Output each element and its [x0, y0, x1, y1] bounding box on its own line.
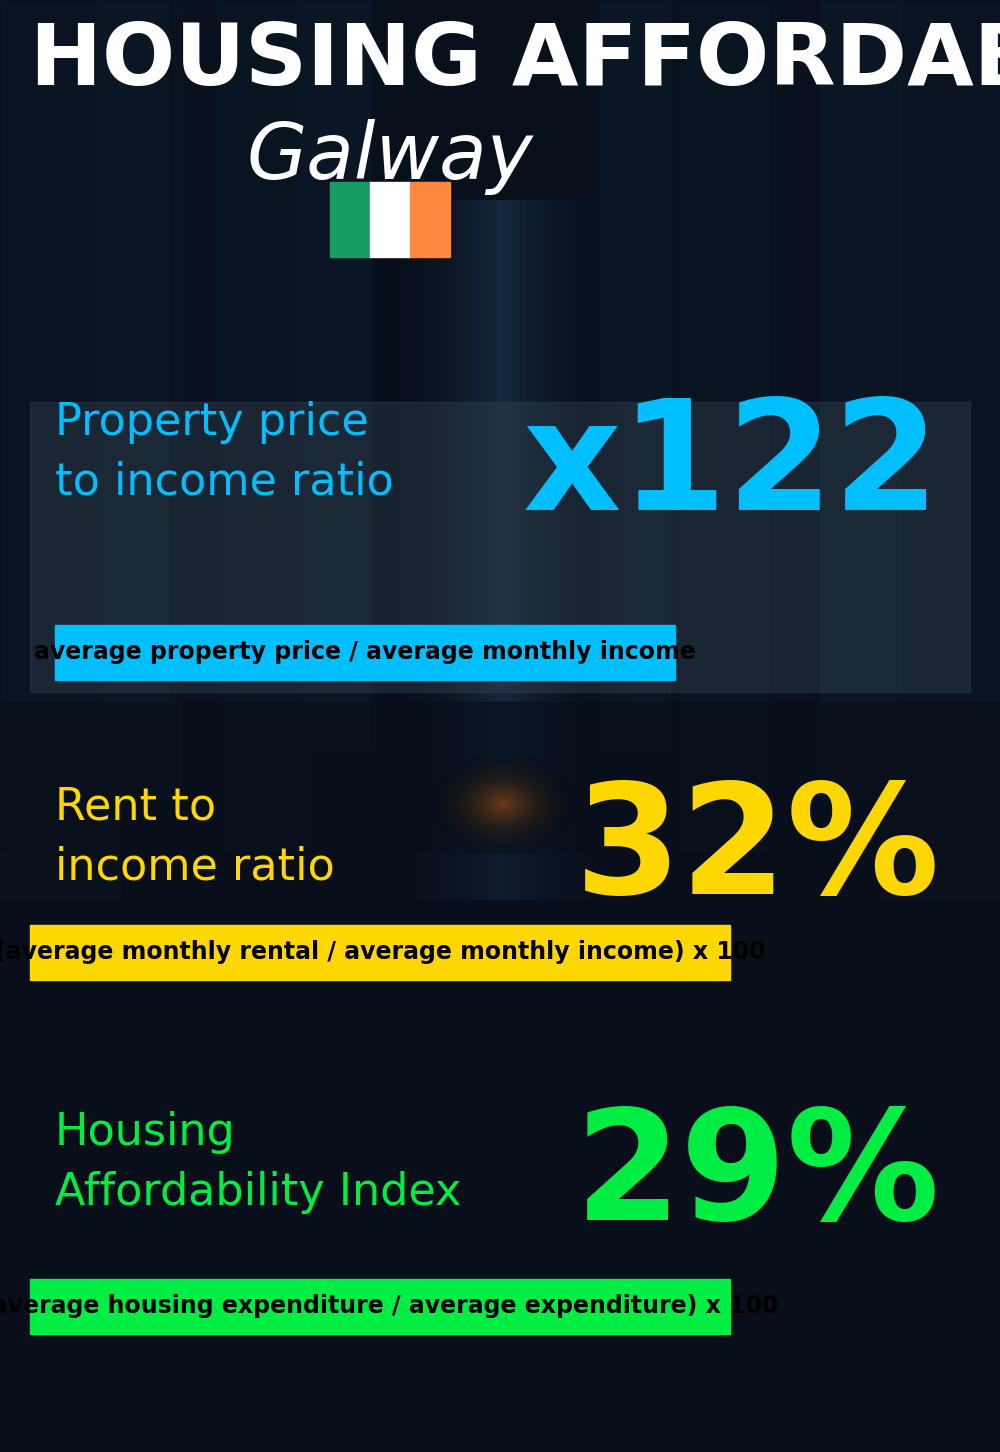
Bar	[300, 0, 370, 751]
Bar	[820, 0, 900, 800]
Text: x122: x122	[523, 392, 940, 542]
Text: average property price / average monthly income: average property price / average monthly…	[34, 640, 696, 664]
Bar	[55, 624, 675, 680]
Text: Galway: Galway	[247, 119, 533, 195]
Text: Rent to
income ratio: Rent to income ratio	[55, 786, 335, 889]
Text: (average monthly rental / average monthly income) x 100: (average monthly rental / average monthl…	[0, 939, 765, 964]
Text: HOUSING AFFORDABILITY: HOUSING AFFORDABILITY	[30, 20, 1000, 103]
Bar	[600, 0, 670, 751]
Bar	[170, 0, 230, 700]
Bar	[30, 1279, 730, 1334]
Bar	[0, 0, 120, 900]
Bar	[410, 182, 450, 257]
Bar	[330, 182, 370, 257]
Bar	[30, 402, 970, 693]
Bar	[100, 0, 180, 800]
Bar	[0, 701, 1000, 1452]
Text: 29%: 29%	[574, 1102, 940, 1252]
Bar	[750, 0, 810, 700]
Bar	[30, 925, 730, 980]
Bar	[220, 0, 310, 849]
Bar	[0, 0, 1000, 852]
Bar	[680, 0, 770, 849]
Text: (average housing expenditure / average expenditure) x 100: (average housing expenditure / average e…	[0, 1294, 779, 1318]
Text: 32%: 32%	[574, 777, 940, 926]
Bar	[370, 182, 410, 257]
Text: Housing
Affordability Index: Housing Affordability Index	[55, 1111, 461, 1214]
Bar	[880, 0, 1000, 900]
Text: Property price
to income ratio: Property price to income ratio	[55, 401, 394, 504]
